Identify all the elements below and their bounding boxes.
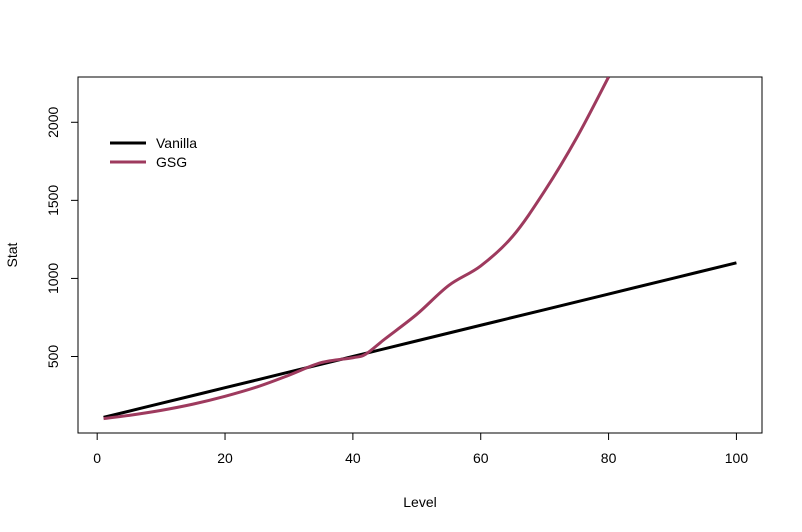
x-tick-label: 0 — [93, 450, 101, 466]
x-tick-label: 40 — [345, 450, 361, 466]
x-tick-label: 60 — [473, 450, 489, 466]
legend-label-vanilla: Vanilla — [156, 135, 197, 151]
x-tick-label: 80 — [601, 450, 617, 466]
x-axis-title: Level — [403, 494, 436, 510]
series-line-gsg — [103, 77, 610, 421]
y-tick-label: 500 — [45, 345, 61, 369]
y-tick-label: 2000 — [45, 107, 61, 138]
y-tick-label: 1000 — [45, 263, 61, 294]
legend-label-gsg: GSG — [156, 154, 187, 170]
series-layer — [103, 77, 737, 421]
legend: Vanilla GSG — [110, 135, 197, 170]
y-tick-label: 1500 — [45, 185, 61, 216]
series-line-vanilla — [103, 261, 737, 419]
x-tick-label: 20 — [217, 450, 233, 466]
y-axis-title: Stat — [4, 242, 20, 267]
x-axis: 0 20 40 60 80 100 — [93, 433, 748, 466]
y-axis: 500 1000 1500 2000 — [45, 107, 78, 369]
x-tick-label: 100 — [725, 450, 749, 466]
plot-frame — [77, 76, 763, 434]
